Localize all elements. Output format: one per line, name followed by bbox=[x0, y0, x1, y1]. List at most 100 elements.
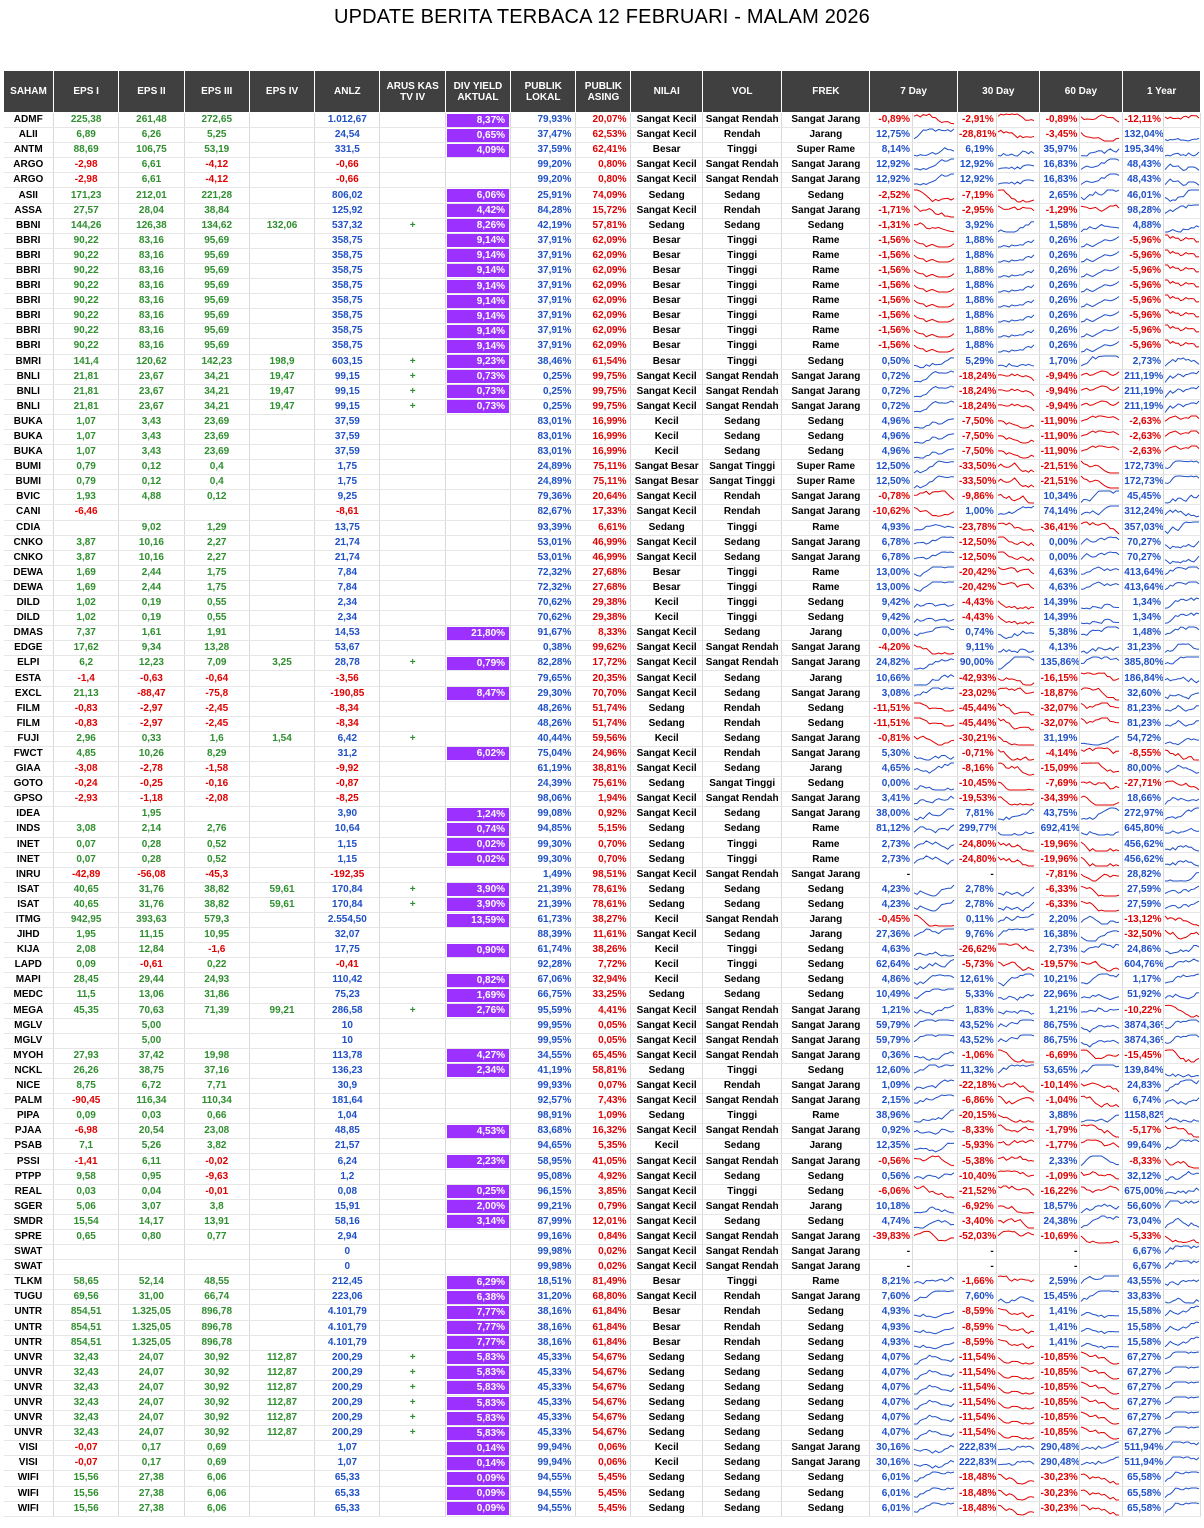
table-row[interactable]: GPSO -2,93 -1,18 -2,08 -8,25 98,06% 1,94% Sanga… bbox=[3, 791, 1201, 808]
column-header[interactable]: 30 Day bbox=[956, 70, 1040, 113]
table-row[interactable]: SWAT 0 99,98% 0,02% Sangat Kecil Sangat Renda… bbox=[3, 1244, 1201, 1261]
table-row[interactable]: GOTO -0,24 -0,25 -0,16 -0,87 24,39% 75,61% Seda… bbox=[3, 776, 1201, 793]
table-row[interactable]: BBRI 90,22 83,16 95,69 358,75 9,14% 37,91% 62,0… bbox=[3, 233, 1201, 249]
table-row[interactable]: PTPP 9,58 0,95 -9,63 1,2 95,08% 4,92% Sangat Ke… bbox=[3, 1169, 1201, 1185]
table-row[interactable]: FWCT 4,85 10,26 8,29 31,2 6,02% 75,04% 24,96% Sa… bbox=[3, 746, 1201, 763]
table-row[interactable]: WIFI 15,56 27,38 6,06 65,33 0,09% 94,55% 5,45% S… bbox=[3, 1501, 1201, 1517]
table-row[interactable]: PALM -90,45 116,34 110,34 181,64 92,57% 7,43% S… bbox=[3, 1093, 1201, 1110]
table-row[interactable]: MEDC 11,5 13,06 31,86 75,23 1,69% 66,75% 33,25%… bbox=[3, 987, 1201, 1004]
table-row[interactable]: REAL 0,03 0,04 -0,01 0,08 0,25% 96,15% 3,85% San… bbox=[3, 1184, 1201, 1200]
table-row[interactable]: GIAA -3,08 -2,78 -1,58 -9,92 61,19% 38,81% Sang… bbox=[3, 761, 1201, 778]
table-row[interactable]: ANTM 88,69 106,75 53,19 331,5 4,09% 37,59% 62,4… bbox=[3, 142, 1201, 159]
table-row[interactable]: BBRI 90,22 83,16 95,69 358,75 9,14% 37,91% 62,0… bbox=[3, 293, 1201, 310]
table-row[interactable]: BUKA 1,07 3,43 23,69 37,59 83,01% 16,99% Kecil S… bbox=[3, 414, 1201, 430]
table-row[interactable]: BBRI 90,22 83,16 95,69 358,75 9,14% 37,91% 62,0… bbox=[3, 338, 1201, 355]
column-header[interactable]: NILAI bbox=[630, 70, 703, 113]
column-header[interactable]: 60 Day bbox=[1038, 70, 1124, 113]
table-row[interactable]: ELPI 6,2 12,23 7,09 3,25 28,78 +0,79% 82,28% 17,… bbox=[3, 655, 1201, 672]
table-row[interactable]: DMAS 7,37 1,61 1,91 14,53 21,80% 91,67% 8,33% Sa… bbox=[3, 625, 1201, 642]
column-header[interactable]: VOL bbox=[701, 70, 783, 113]
table-row[interactable]: MEGA 45,35 70,63 71,39 99,21 286,58 +2,76% 95,5… bbox=[3, 1003, 1201, 1019]
table-row[interactable]: CANI -6,46 -8,61 82,67% 17,33% Sangat Kecil Re… bbox=[3, 504, 1201, 521]
table-row[interactable]: UNVR 32,43 24,07 30,92 112,87 200,29 +5,83% 45,… bbox=[3, 1425, 1201, 1442]
table-row[interactable]: BNLI 21,81 23,67 34,21 19,47 99,15 +0,73% 0,25%… bbox=[3, 399, 1201, 415]
table-row[interactable]: PSAB 7,1 5,26 3,82 21,57 94,65% 5,35% Kecil Seda… bbox=[3, 1138, 1201, 1155]
table-row[interactable]: CNKO 3,87 10,16 2,27 21,74 53,01% 46,99% Sangat… bbox=[3, 550, 1201, 566]
table-row[interactable]: ASII 171,23 212,01 221,28 806,02 6,06% 25,91% 7… bbox=[3, 187, 1201, 204]
column-header[interactable]: FREK bbox=[781, 70, 871, 113]
table-row[interactable]: SWAT 0 99,98% 0,02% Sangat Kecil Sangat Renda… bbox=[3, 1259, 1201, 1276]
table-row[interactable]: BNLI 21,81 23,67 34,21 19,47 99,15 +0,73% 0,25%… bbox=[3, 369, 1201, 385]
table-row[interactable]: BBRI 90,22 83,16 95,69 358,75 9,14% 37,91% 62,0… bbox=[3, 248, 1201, 264]
table-row[interactable]: DILD 1,02 0,19 0,55 2,34 70,62% 29,38% Kecil Tin… bbox=[3, 595, 1201, 612]
table-row[interactable]: JIHD 1,95 11,15 10,95 32,07 88,39% 11,61% Sanga… bbox=[3, 927, 1201, 944]
table-row[interactable]: ASSA 27,57 28,04 38,84 125,92 4,42% 84,28% 15,7… bbox=[3, 203, 1201, 219]
table-row[interactable]: SPRE 0,65 0,80 0,77 2,94 99,16% 0,84% Sangat Ke… bbox=[3, 1229, 1201, 1246]
table-row[interactable]: NICE 8,75 6,72 7,71 30,9 99,93% 0,07% Sangat Ke… bbox=[3, 1078, 1201, 1095]
column-header[interactable]: ANLZ bbox=[314, 70, 381, 113]
table-row[interactable]: VISI -0,07 0,17 0,69 1,07 0,14% 99,94% 0,06% Kec… bbox=[3, 1455, 1201, 1472]
table-row[interactable]: PSSI -1,41 6,11 -0,02 6,24 2,23% 58,95% 41,05% S… bbox=[3, 1153, 1201, 1170]
table-row[interactable]: MGLV 5,00 10 99,95% 0,05% Sangat Kecil Sangat … bbox=[3, 1018, 1201, 1034]
table-row[interactable]: CNKO 3,87 10,16 2,27 21,74 53,01% 46,99% Sangat… bbox=[3, 535, 1201, 551]
column-header[interactable]: EPS III bbox=[183, 70, 250, 113]
column-header[interactable]: ARUS KAS TV IV bbox=[379, 70, 446, 113]
column-header[interactable]: EPS I bbox=[52, 70, 120, 113]
column-header[interactable]: PUBLIK LOKAL bbox=[510, 70, 577, 113]
table-row[interactable]: BUMI 0,79 0,12 0,4 1,75 24,89% 75,11% Sangat Be… bbox=[3, 459, 1201, 476]
table-row[interactable]: CDIA 9,02 1,29 13,75 93,39% 6,61% Sedang Tinggi… bbox=[3, 520, 1201, 536]
table-row[interactable]: VISI -0,07 0,17 0,69 1,07 0,14% 99,94% 0,06% Kec… bbox=[3, 1440, 1201, 1457]
table-row[interactable]: BNLI 21,81 23,67 34,21 19,47 99,15 +0,73% 0,25%… bbox=[3, 384, 1201, 400]
table-row[interactable]: KIJA 2,08 12,84 -1,6 17,75 0,90% 61,74% 38,26% K… bbox=[3, 942, 1201, 959]
table-row[interactable]: ESTA -1,4 -0,63 -0,64 -3,56 79,65% 20,35% Sanga… bbox=[3, 670, 1201, 687]
table-row[interactable]: TLKM 58,65 52,14 48,55 212,45 6,29% 18,51% 81,4… bbox=[3, 1274, 1201, 1291]
table-row[interactable]: UNVR 32,43 24,07 30,92 112,87 200,29 +5,83% 45,… bbox=[3, 1410, 1201, 1427]
table-row[interactable]: ARGO -2,98 6,61 -4,12 -0,66 99,20% 0,80% Sangat… bbox=[3, 157, 1201, 174]
table-row[interactable]: DEWA 1,69 2,44 1,75 7,84 72,32% 27,68% Besar Tin… bbox=[3, 580, 1201, 597]
table-row[interactable]: FILM -0,83 -2,97 -2,45 -8,34 48,26% 51,74% Seda… bbox=[3, 716, 1201, 732]
table-row[interactable]: BUMI 0,79 0,12 0,4 1,75 24,89% 75,11% Sangat Be… bbox=[3, 474, 1201, 491]
table-row[interactable]: ADMF 225,38 261,48 272,65 1.012,67 8,37% 79,93… bbox=[3, 112, 1201, 129]
table-row[interactable]: MYOH 27,93 37,42 19,98 113,78 4,27% 34,55% 65,4… bbox=[3, 1048, 1201, 1064]
table-row[interactable]: INDS 3,08 2,14 2,76 10,64 0,74% 94,85% 5,15% Sed… bbox=[3, 821, 1201, 838]
table-row[interactable]: LAPD 0,09 -0,61 0,22 -0,41 92,28% 7,72% Kecil Ti… bbox=[3, 957, 1201, 974]
table-row[interactable]: UNTR 854,51 1.325,05 896,78 4.101,79 7,77% 38,… bbox=[3, 1320, 1201, 1336]
table-row[interactable]: EDGE 17,62 9,34 13,28 53,67 0,38% 99,62% Sangat… bbox=[3, 640, 1201, 657]
table-row[interactable]: UNVR 32,43 24,07 30,92 112,87 200,29 +5,83% 45,… bbox=[3, 1350, 1201, 1366]
table-row[interactable]: BBRI 90,22 83,16 95,69 358,75 9,14% 37,91% 62,0… bbox=[3, 263, 1201, 280]
column-header[interactable]: SAHAM bbox=[3, 70, 54, 113]
column-header[interactable]: 7 Day bbox=[869, 70, 958, 113]
column-header[interactable]: 1 Year bbox=[1122, 70, 1201, 113]
table-row[interactable]: ISAT 40,65 31,76 38,82 59,61 170,84 +3,90% 21,3… bbox=[3, 897, 1201, 913]
table-row[interactable]: BMRI 141,4 120,62 142,23 198,9 603,15 +9,23% 38… bbox=[3, 354, 1201, 370]
table-row[interactable]: FILM -0,83 -2,97 -2,45 -8,34 48,26% 51,74% Seda… bbox=[3, 701, 1201, 717]
table-row[interactable]: DILD 1,02 0,19 0,55 2,34 70,62% 29,38% Kecil Tin… bbox=[3, 610, 1201, 627]
table-row[interactable]: SGER 5,06 3,07 3,8 15,91 2,00% 99,21% 0,79% Sang… bbox=[3, 1199, 1201, 1215]
table-row[interactable]: WIFI 15,56 27,38 6,06 65,33 0,09% 94,55% 5,45% S… bbox=[3, 1470, 1201, 1487]
table-row[interactable]: UNVR 32,43 24,07 30,92 112,87 200,29 +5,83% 45,… bbox=[3, 1395, 1201, 1412]
table-row[interactable]: UNVR 32,43 24,07 30,92 112,87 200,29 +5,83% 45,… bbox=[3, 1380, 1201, 1396]
table-row[interactable]: UNTR 854,51 1.325,05 896,78 4.101,79 7,77% 38,… bbox=[3, 1304, 1201, 1321]
table-row[interactable]: TUGU 69,56 31,00 66,74 223,06 6,38% 31,20% 68,8… bbox=[3, 1289, 1201, 1306]
table-row[interactable]: BUKA 1,07 3,43 23,69 37,59 83,01% 16,99% Kecil S… bbox=[3, 429, 1201, 446]
table-row[interactable]: BBNI 144,26 126,38 134,62 132,06 537,32 +8,26%… bbox=[3, 218, 1201, 234]
table-row[interactable]: ARGO -2,98 6,61 -4,12 -0,66 99,20% 0,80% Sangat… bbox=[3, 172, 1201, 189]
column-header[interactable]: DIV YIELD AKTUAL bbox=[444, 70, 512, 113]
table-row[interactable]: ISAT 40,65 31,76 38,82 59,61 170,84 +3,90% 21,3… bbox=[3, 882, 1201, 898]
table-row[interactable]: INRU -42,89 -56,08 -45,3 -192,35 1,49% 98,51% S… bbox=[3, 867, 1201, 883]
column-header[interactable]: PUBLIK ASING bbox=[575, 70, 632, 113]
table-row[interactable]: MGLV 5,00 10 99,95% 0,05% Sangat Kecil Sangat … bbox=[3, 1033, 1201, 1049]
table-row[interactable]: BUKA 1,07 3,43 23,69 37,59 83,01% 16,99% Kecil S… bbox=[3, 444, 1201, 461]
table-row[interactable]: WIFI 15,56 27,38 6,06 65,33 0,09% 94,55% 5,45% S… bbox=[3, 1486, 1201, 1502]
column-header[interactable]: EPS II bbox=[118, 70, 185, 113]
table-row[interactable]: NCKL 26,26 38,75 37,16 136,23 2,34% 41,19% 58,8… bbox=[3, 1063, 1201, 1080]
table-row[interactable]: IDEA 1,95 3,90 1,24% 99,08% 0,92% Sangat Kecil… bbox=[3, 806, 1201, 823]
table-row[interactable]: PJAA -6,98 20,54 23,08 48,85 4,53% 83,68% 16,32… bbox=[3, 1123, 1201, 1140]
table-row[interactable]: ALII 6,89 6,26 5,25 24,54 0,65% 37,47% 62,53% Sa… bbox=[3, 127, 1201, 144]
table-row[interactable]: UNVR 32,43 24,07 30,92 112,87 200,29 +5,83% 45,… bbox=[3, 1365, 1201, 1381]
column-header[interactable]: EPS IV bbox=[248, 70, 316, 113]
table-row[interactable]: DEWA 1,69 2,44 1,75 7,84 72,32% 27,68% Besar Tin… bbox=[3, 565, 1201, 581]
table-row[interactable]: PIPA 0,09 0,03 0,66 1,04 98,91% 1,09% Sedang Tin… bbox=[3, 1108, 1201, 1125]
table-row[interactable]: INET 0,07 0,28 0,52 1,15 0,02% 99,30% 0,70% Seda… bbox=[3, 837, 1201, 853]
table-row[interactable]: MAPI 28,45 29,44 24,93 110,42 0,82% 67,06% 32,9… bbox=[3, 972, 1201, 989]
